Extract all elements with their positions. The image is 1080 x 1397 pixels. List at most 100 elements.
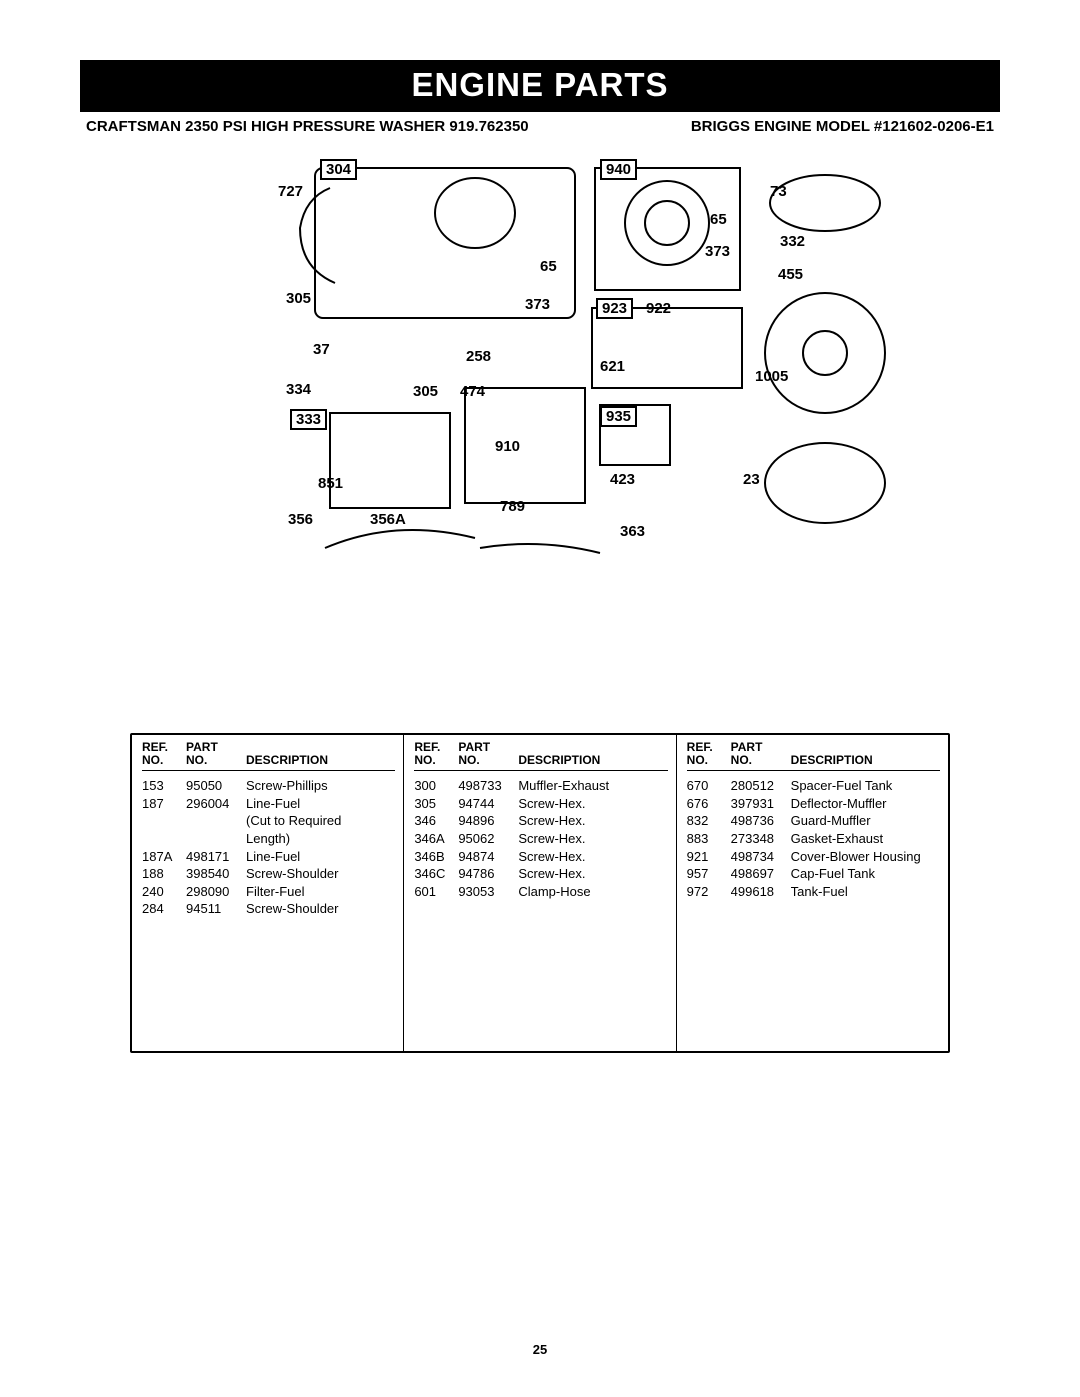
callout-621: 621: [600, 358, 625, 375]
callout-305b: 305: [413, 383, 438, 400]
part-ref: 957: [687, 865, 731, 883]
part-row: 15395050Screw-Phillips: [142, 777, 395, 795]
part-row: 240298090Filter-Fuel: [142, 883, 395, 901]
part-desc: Screw-Phillips: [246, 777, 395, 795]
callout-373b: 373: [525, 296, 550, 313]
callout-356: 356: [288, 511, 313, 528]
page-number: 25: [0, 1342, 1080, 1357]
part-ref: 284: [142, 900, 186, 918]
part-desc: Tank-Fuel: [791, 883, 940, 901]
part-ref: 883: [687, 830, 731, 848]
part-ref: 346A: [414, 830, 458, 848]
part-desc: Guard-Muffler: [791, 812, 940, 830]
callout-333: 333: [290, 409, 327, 430]
part-row: 346B94874Screw-Hex.: [414, 848, 667, 866]
part-ref: 832: [687, 812, 731, 830]
part-ref: [142, 830, 186, 848]
callout-37: 37: [313, 341, 330, 358]
part-ref: 676: [687, 795, 731, 813]
callout-923: 923: [596, 298, 633, 319]
part-desc: Screw-Hex.: [518, 812, 667, 830]
part-ref: [142, 812, 186, 830]
callout-65a: 65: [710, 211, 727, 228]
part-row: 34694896Screw-Hex.: [414, 812, 667, 830]
part-row: 972499618Tank-Fuel: [687, 883, 940, 901]
part-ref: 153: [142, 777, 186, 795]
part-ref: 305: [414, 795, 458, 813]
callout-940: 940: [600, 159, 637, 180]
callout-356A: 356A: [370, 511, 406, 528]
callout-727: 727: [278, 183, 303, 200]
part-no: 94896: [458, 812, 518, 830]
part-row: 957498697Cap-Fuel Tank: [687, 865, 940, 883]
part-desc: Cover-Blower Housing: [791, 848, 940, 866]
part-row: 30594744Screw-Hex.: [414, 795, 667, 813]
diagram-svg: [180, 153, 900, 573]
callout-910: 910: [495, 438, 520, 455]
part-row: Length): [142, 830, 395, 848]
callout-1005: 1005: [755, 368, 788, 385]
part-row: 188398540Screw-Shoulder: [142, 865, 395, 883]
part-ref: 921: [687, 848, 731, 866]
part-ref: 972: [687, 883, 731, 901]
part-desc: Gasket-Exhaust: [791, 830, 940, 848]
callout-922: 922: [646, 300, 671, 317]
callout-304: 304: [320, 159, 357, 180]
part-row: 28494511Screw-Shoulder: [142, 900, 395, 918]
header-desc: DESCRIPTION: [246, 753, 395, 767]
part-row: 676397931Deflector-Muffler: [687, 795, 940, 813]
part-no: 273348: [731, 830, 791, 848]
callout-851: 851: [318, 475, 343, 492]
header-desc: DESCRIPTION: [791, 753, 940, 767]
part-no: 296004: [186, 795, 246, 813]
part-no: 95050: [186, 777, 246, 795]
header-ref: REF.NO.: [414, 741, 458, 767]
parts-column-1: REF.NO.PARTNO.DESCRIPTION15395050Screw-P…: [132, 735, 403, 1051]
title-bar: ENGINE PARTS: [80, 60, 1000, 112]
part-row: 187296004Line-Fuel: [142, 795, 395, 813]
part-ref: 240: [142, 883, 186, 901]
header-ref: REF.NO.: [687, 741, 731, 767]
part-desc: Screw-Hex.: [518, 830, 667, 848]
part-ref: 346B: [414, 848, 458, 866]
part-desc: Screw-Hex.: [518, 865, 667, 883]
parts-table: REF.NO.PARTNO.DESCRIPTION 15395050Screw-P…: [130, 733, 950, 1053]
part-ref: 346C: [414, 865, 458, 883]
sub-header: CRAFTSMAN 2350 PSI HIGH PRESSURE WASHER …: [80, 118, 1000, 135]
callout-423: 423: [610, 471, 635, 488]
part-no: 94744: [458, 795, 518, 813]
callout-455: 455: [778, 266, 803, 283]
part-no: 94874: [458, 848, 518, 866]
part-row: 60193053Clamp-Hose: [414, 883, 667, 901]
part-row: 670280512Spacer-Fuel Tank: [687, 777, 940, 795]
sub-header-right: BRIGGS ENGINE MODEL #121602-0206-E1: [691, 118, 994, 135]
part-desc: Deflector-Muffler: [791, 795, 940, 813]
part-desc: Line-Fuel: [246, 795, 395, 813]
part-row: 883273348Gasket-Exhaust: [687, 830, 940, 848]
callout-474: 474: [460, 383, 485, 400]
part-row: 300498733Muffler-Exhaust: [414, 777, 667, 795]
header-desc: DESCRIPTION: [518, 753, 667, 767]
part-no: 94511: [186, 900, 246, 918]
parts-column-header: REF.NO.PARTNO.DESCRIPTION: [414, 741, 667, 771]
header-ref: REF.NO.: [142, 741, 186, 767]
part-no: 398540: [186, 865, 246, 883]
part-no: [186, 830, 246, 848]
part-no: 95062: [458, 830, 518, 848]
parts-column-header: REF.NO.PARTNO.DESCRIPTION: [687, 741, 940, 771]
callout-363: 363: [620, 523, 645, 540]
part-no: 498733: [458, 777, 518, 795]
part-no: [186, 812, 246, 830]
part-no: 93053: [458, 883, 518, 901]
part-ref: 300: [414, 777, 458, 795]
part-row: 832498736Guard-Muffler: [687, 812, 940, 830]
part-desc: Clamp-Hose: [518, 883, 667, 901]
part-no: 298090: [186, 883, 246, 901]
part-no: 498736: [731, 812, 791, 830]
part-desc: Line-Fuel: [246, 848, 395, 866]
callout-334: 334: [286, 381, 311, 398]
part-row: (Cut to Required: [142, 812, 395, 830]
page: ENGINE PARTS CRAFTSMAN 2350 PSI HIGH PRE…: [0, 0, 1080, 1397]
part-ref: 188: [142, 865, 186, 883]
callout-258: 258: [466, 348, 491, 365]
